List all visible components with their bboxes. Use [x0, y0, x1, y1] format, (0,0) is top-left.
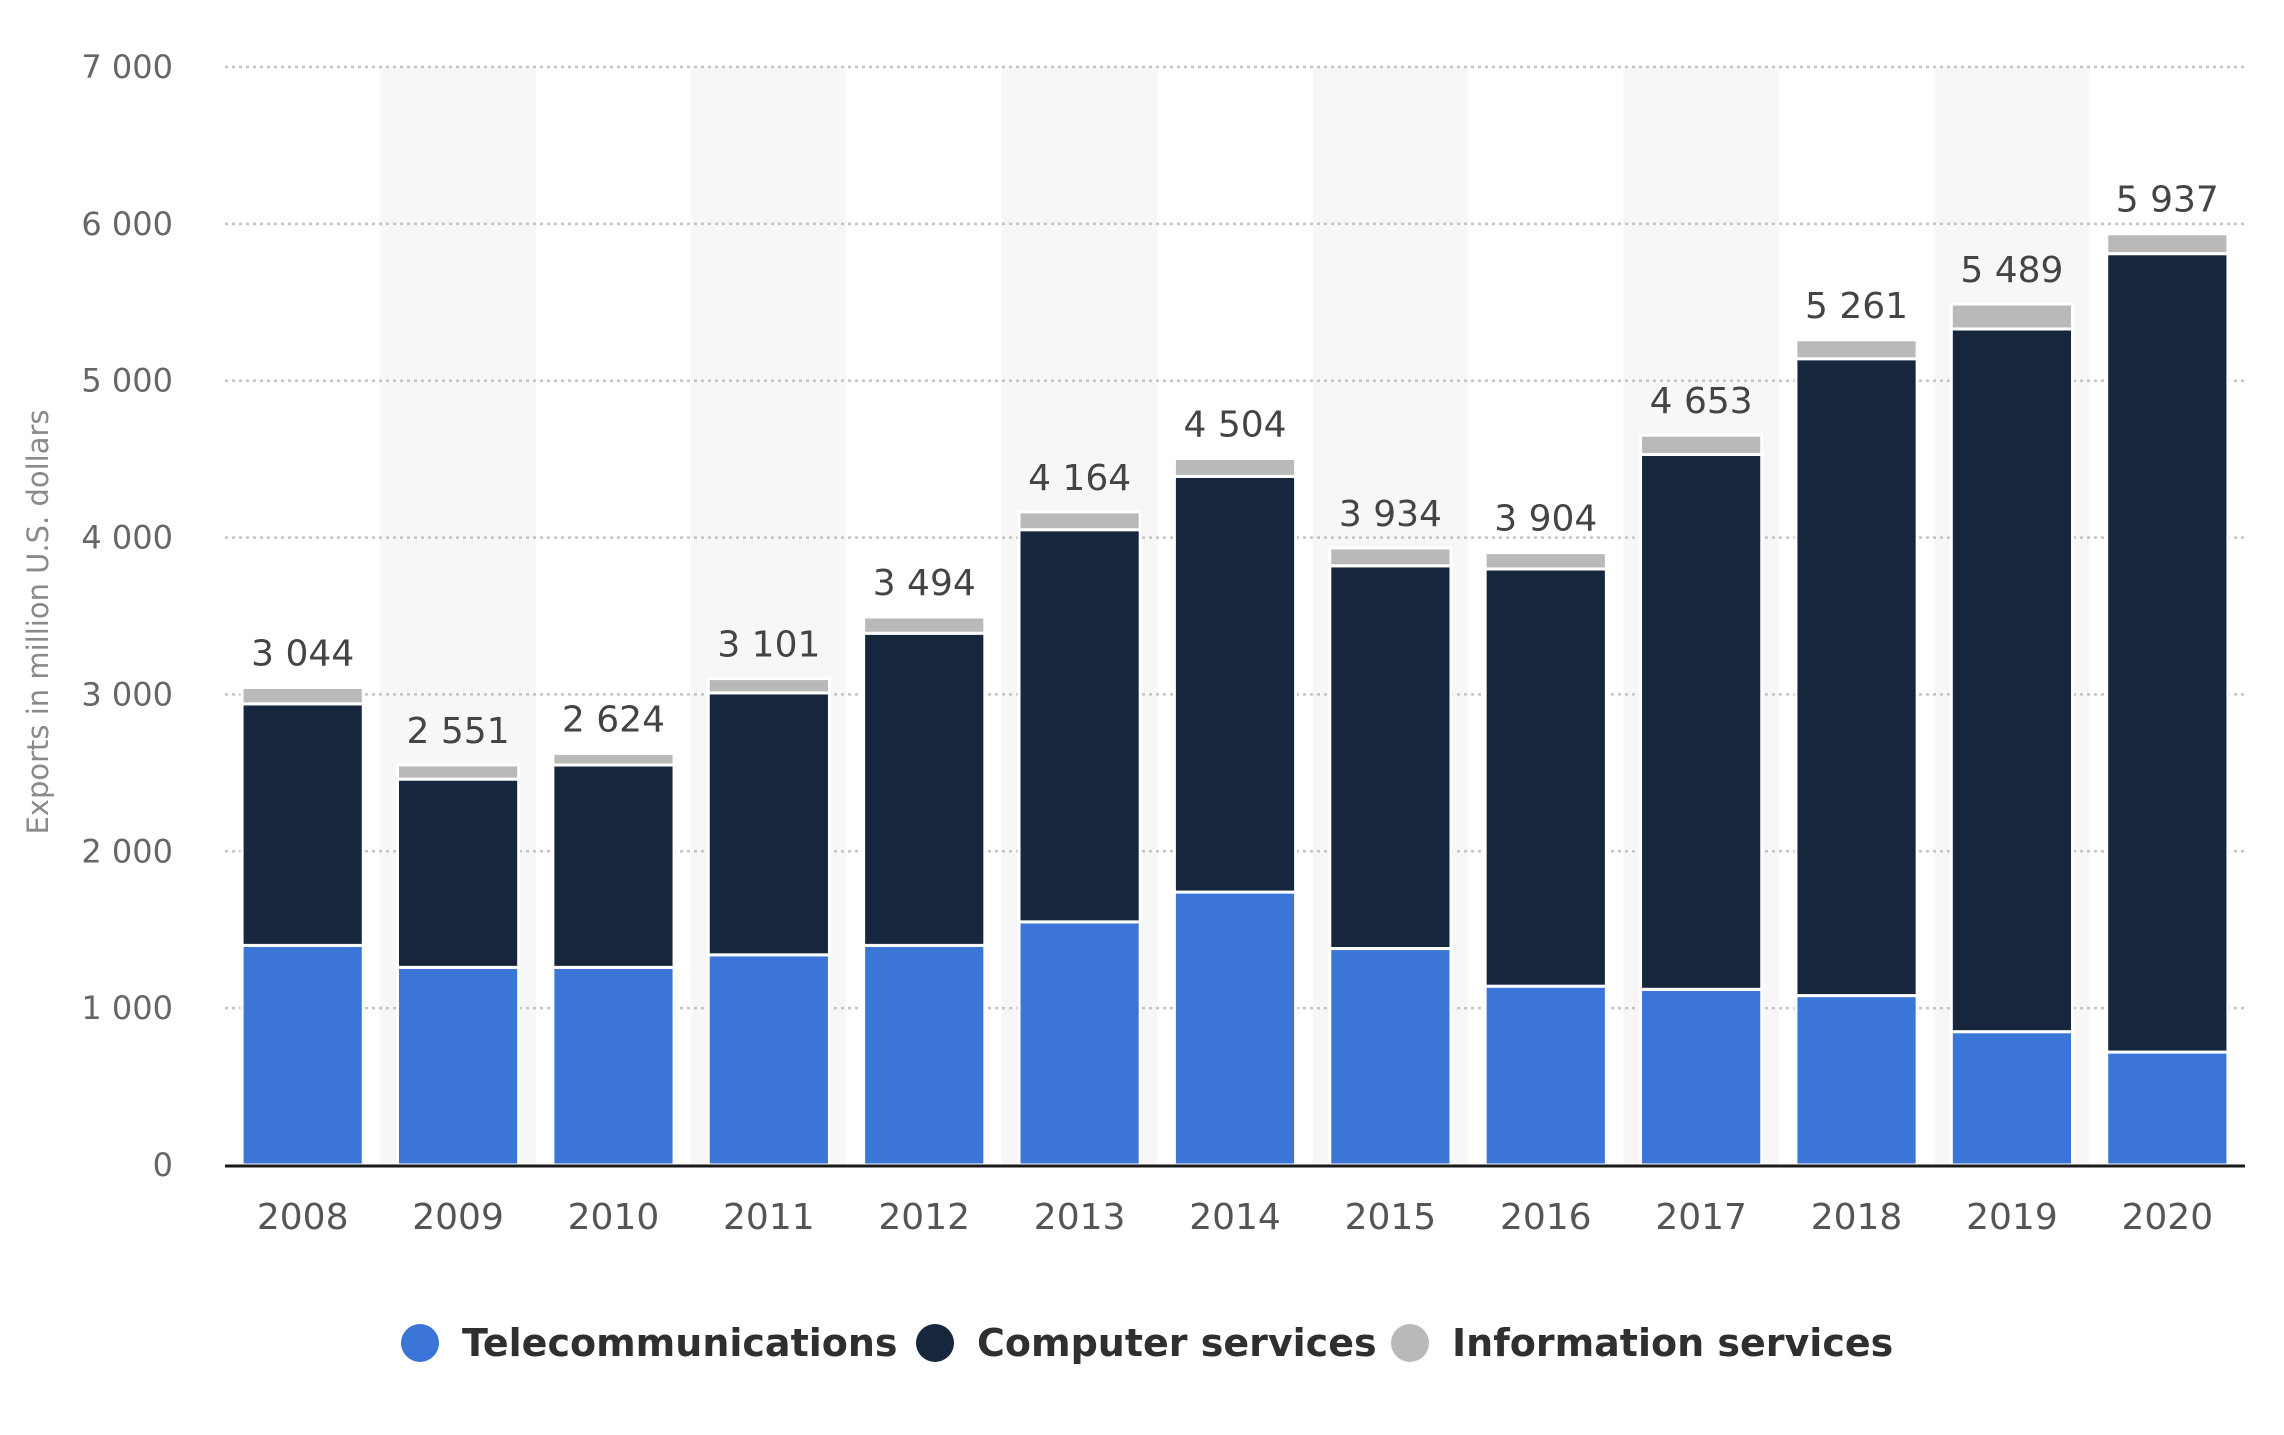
information-services-bar: [1172, 457, 1298, 478]
x-tick-label: 2016: [1500, 1197, 1592, 1238]
total-data-label: 4 504: [1183, 405, 1286, 446]
total-data-label: 5 261: [1805, 286, 1908, 327]
legend-item-computer-services[interactable]: Computer services: [916, 1321, 1377, 1365]
total-data-label: 5 937: [2116, 180, 2219, 221]
computer-services-bar: [1483, 567, 1608, 988]
x-tick-label: 2019: [1966, 1197, 2058, 1238]
legend-marker: [401, 1324, 439, 1362]
telecommunications-bar: [862, 943, 987, 1167]
total-data-label: 2 551: [407, 711, 510, 752]
y-tick-label: 3 000: [81, 675, 173, 713]
telecommunications-bar: [1328, 947, 1453, 1167]
total-data-label: 4 653: [1650, 381, 1753, 422]
telecommunications-bar: [1639, 987, 1764, 1167]
information-services-bar: [706, 677, 831, 695]
x-tick-label: 2020: [2121, 1197, 2213, 1238]
legend-label: Computer services: [977, 1321, 1377, 1365]
information-services-bar: [1639, 433, 1764, 456]
y-axis-label: Exports in million U.S. dollars: [21, 409, 55, 834]
total-data-label: 3 101: [717, 625, 820, 666]
telecommunications-bar: [1949, 1030, 2075, 1167]
telecommunications-bar: [1794, 994, 1919, 1167]
computer-services-bar: [395, 777, 521, 969]
x-tick-label: 2012: [878, 1197, 970, 1238]
computer-services-bar: [1172, 474, 1298, 894]
legend-item-telecommunications[interactable]: Telecommunications: [401, 1321, 898, 1365]
legend: Telecommunications Computer services Infor…: [401, 1321, 1893, 1365]
total-labels: 3 044 2 551 2 624 3 101 3 494 4 164 4 504 3 934…: [251, 180, 2219, 752]
computer-services-bar: [1639, 452, 1764, 991]
telecommunications-bar: [1017, 920, 1142, 1167]
x-tick-label: 2011: [723, 1197, 815, 1238]
bars: [240, 232, 2230, 1167]
y-tick-label: 6 000: [81, 205, 173, 243]
x-tick-label: 2015: [1345, 1197, 1437, 1238]
legend-marker: [1391, 1324, 1429, 1362]
computer-services-bar: [2105, 252, 2230, 1054]
x-tick-label: 2013: [1034, 1197, 1126, 1238]
computer-services-bar: [1328, 564, 1453, 951]
x-tick-label: 2018: [1811, 1197, 1903, 1238]
information-services-bar: [395, 763, 521, 781]
legend-marker: [916, 1324, 954, 1362]
telecommunications-bar: [706, 953, 831, 1167]
total-data-label: 3 044: [251, 634, 354, 675]
computer-services-bar: [1017, 528, 1142, 924]
legend-label: Telecommunications: [462, 1321, 898, 1365]
y-tick-label: 2 000: [81, 832, 173, 870]
x-tick-label: 2010: [568, 1197, 660, 1238]
information-services-bar: [240, 686, 365, 706]
x-tick-label: 2008: [257, 1197, 349, 1238]
information-services-bar: [551, 751, 676, 767]
x-axis-ticks: 2008 2009 2010 2011 2012 2013 2014 2015 2016 2017…: [257, 1197, 2213, 1238]
information-services-bar: [1949, 302, 2075, 331]
total-data-label: 2 624: [562, 699, 665, 740]
information-services-bar: [1328, 546, 1453, 568]
information-services-bar: [2105, 232, 2230, 256]
telecommunications-bar: [240, 943, 365, 1167]
computer-services-bar: [706, 691, 831, 957]
y-axis-ticks: 0 1 000 2 000 3 000 4 000 5 000 6 000 7 000: [81, 48, 173, 1184]
y-tick-label: 0: [153, 1146, 173, 1184]
telecommunications-bar: [551, 965, 676, 1167]
computer-services-bar: [240, 702, 365, 947]
x-tick-label: 2017: [1655, 1197, 1747, 1238]
x-tick-label: 2014: [1189, 1197, 1281, 1238]
telecommunications-bar: [2105, 1050, 2230, 1167]
total-data-label: 3 494: [873, 563, 976, 604]
total-data-label: 5 489: [1960, 250, 2063, 291]
legend-label: Information services: [1452, 1321, 1893, 1365]
y-tick-label: 5 000: [81, 362, 173, 400]
telecommunications-bar: [395, 965, 521, 1167]
total-data-label: 4 164: [1028, 458, 1131, 499]
information-services-bar: [1483, 551, 1608, 571]
y-tick-label: 7 000: [81, 48, 173, 86]
y-tick-label: 1 000: [81, 989, 173, 1027]
total-data-label: 3 904: [1494, 499, 1597, 540]
computer-services-bar: [1949, 327, 2075, 1034]
total-data-label: 3 934: [1339, 494, 1442, 535]
information-services-bar: [1017, 510, 1142, 532]
x-tick-label: 2009: [412, 1197, 504, 1238]
information-services-bar: [862, 615, 987, 635]
computer-services-bar: [1794, 357, 1919, 998]
computer-services-bar: [862, 631, 987, 947]
computer-services-bar: [551, 763, 676, 969]
legend-item-information-services[interactable]: Information services: [1391, 1321, 1893, 1365]
y-tick-label: 4 000: [81, 519, 173, 557]
telecommunications-bar: [1483, 984, 1608, 1167]
telecommunications-bar: [1172, 890, 1298, 1167]
information-services-bar: [1794, 338, 1919, 361]
